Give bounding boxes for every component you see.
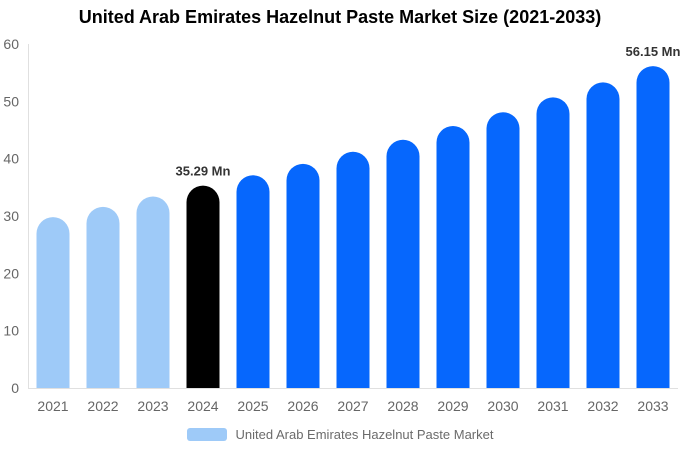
bar-2022[interactable] <box>86 206 120 388</box>
bar-2023[interactable] <box>136 196 170 388</box>
x-axis-tick-label: 2032 <box>587 398 618 414</box>
y-axis-tick-label: 0 <box>11 380 19 396</box>
x-axis-tick-label: 2031 <box>537 398 568 414</box>
legend-label: United Arab Emirates Hazelnut Paste Mark… <box>235 427 494 442</box>
x-axis-tick-label: 2028 <box>387 398 418 414</box>
bar-data-label: 35.29 Mn <box>176 164 231 179</box>
y-axis-tick-label: 60 <box>3 36 19 52</box>
x-axis-tick-label: 2025 <box>237 398 268 414</box>
bar-2031[interactable] <box>536 97 570 388</box>
x-axis-tick-label: 2033 <box>637 398 668 414</box>
x-axis-tick-label: 2021 <box>37 398 68 414</box>
bar-2021[interactable] <box>36 217 70 388</box>
bar-2025[interactable] <box>236 175 270 388</box>
bar-2027[interactable] <box>336 151 370 388</box>
bar-2029[interactable] <box>436 125 470 388</box>
legend-item[interactable]: United Arab Emirates Hazelnut Paste Mark… <box>0 427 680 442</box>
bar-2026[interactable] <box>286 163 320 388</box>
x-axis-tick-label: 2030 <box>487 398 518 414</box>
x-axis-tick-label: 2022 <box>87 398 118 414</box>
y-axis-tick-label: 40 <box>3 151 19 167</box>
y-axis-tick-label: 50 <box>3 93 19 109</box>
x-axis-tick-label: 2026 <box>287 398 318 414</box>
x-axis-tick-label: 2027 <box>337 398 368 414</box>
bar-2028[interactable] <box>386 139 420 388</box>
y-axis-tick-label: 20 <box>3 265 19 281</box>
chart-title: United Arab Emirates Hazelnut Paste Mark… <box>78 7 602 27</box>
x-axis-tick-label: 2023 <box>137 398 168 414</box>
y-axis-tick-label: 30 <box>3 208 19 224</box>
bar-data-label: 56.15 Mn <box>626 44 680 59</box>
bar-2030[interactable] <box>486 112 520 388</box>
bar-2032[interactable] <box>586 82 620 389</box>
legend-swatch <box>186 428 227 441</box>
x-axis-tick-label: 2029 <box>437 398 468 414</box>
bar-2033[interactable] <box>636 66 670 388</box>
bar-2024[interactable] <box>186 185 220 388</box>
x-axis-tick-label: 2024 <box>187 398 218 414</box>
y-axis-tick-label: 10 <box>3 323 19 339</box>
